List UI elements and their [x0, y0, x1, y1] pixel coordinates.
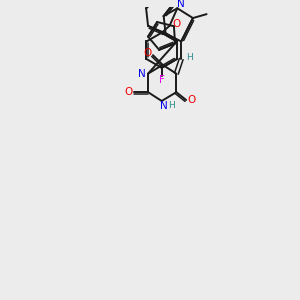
Text: H: H — [168, 101, 175, 110]
Text: N: N — [160, 101, 167, 111]
Text: H: H — [186, 52, 192, 62]
Text: O: O — [173, 19, 181, 29]
Text: O: O — [188, 95, 196, 105]
Text: N: N — [138, 69, 146, 79]
Text: O: O — [124, 87, 133, 97]
Text: F: F — [159, 76, 165, 85]
Text: O: O — [143, 48, 151, 58]
Text: N: N — [177, 0, 185, 9]
